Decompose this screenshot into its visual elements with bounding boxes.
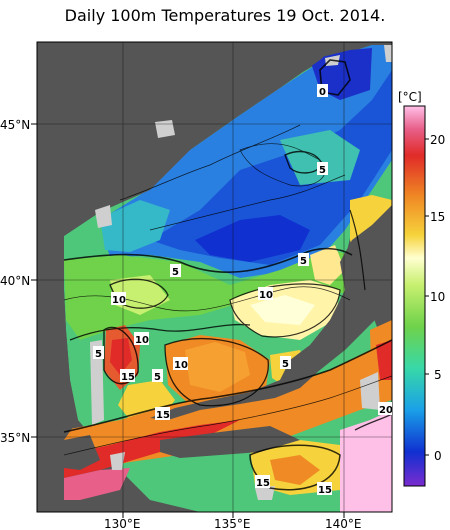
colorbar <box>403 105 426 487</box>
colorbar-tick-20: 20 <box>430 133 445 147</box>
contour-label: 0 <box>319 87 326 98</box>
map-frame <box>36 41 393 513</box>
lat-label-45: 45°N <box>0 118 30 132</box>
sea-field <box>37 42 392 512</box>
contour-label: 15 <box>256 478 270 489</box>
contour-label: 20 <box>379 405 393 416</box>
graticule <box>37 42 392 512</box>
contour-label: 5 <box>154 372 161 383</box>
colorbar-tick-15: 15 <box>430 210 445 224</box>
contour-label: 10 <box>135 335 149 346</box>
contour-label: 5 <box>300 256 307 267</box>
map-title: Daily 100m Temperatures 19 Oct. 2014. <box>64 6 386 25</box>
colorbar-tick-5: 5 <box>434 368 442 382</box>
lon-label-140: 140°E <box>325 517 362 530</box>
contour-label: 15 <box>156 410 170 421</box>
contour-label: 5 <box>282 359 289 370</box>
contour-labels: 0 5 5 5 10 10 10 5 15 5 10 15 5 20 15 15… <box>93 84 393 496</box>
contour-label: 10 <box>112 295 126 306</box>
contour-label: 10 <box>259 290 273 301</box>
contour-label: 5 <box>172 267 179 278</box>
contour-label: 5 <box>319 165 326 176</box>
lon-label-135: 135°E <box>214 517 251 530</box>
lat-label-35: 35°N <box>0 431 30 445</box>
contour-label: 5 <box>95 349 102 360</box>
lat-label-40: 40°N <box>0 274 30 288</box>
colorbar-tick-0: 0 <box>434 449 442 463</box>
colorbar-tick-10: 10 <box>430 290 445 304</box>
axis-ticks <box>31 123 345 518</box>
contour-label: 10 <box>174 360 188 371</box>
contour-label: 15 <box>318 485 332 496</box>
colorbar-unit: [°C] <box>398 90 422 104</box>
colorbar-ticks <box>425 138 429 456</box>
contour-label: 15 <box>121 372 135 383</box>
lon-label-130: 130°E <box>104 517 141 530</box>
